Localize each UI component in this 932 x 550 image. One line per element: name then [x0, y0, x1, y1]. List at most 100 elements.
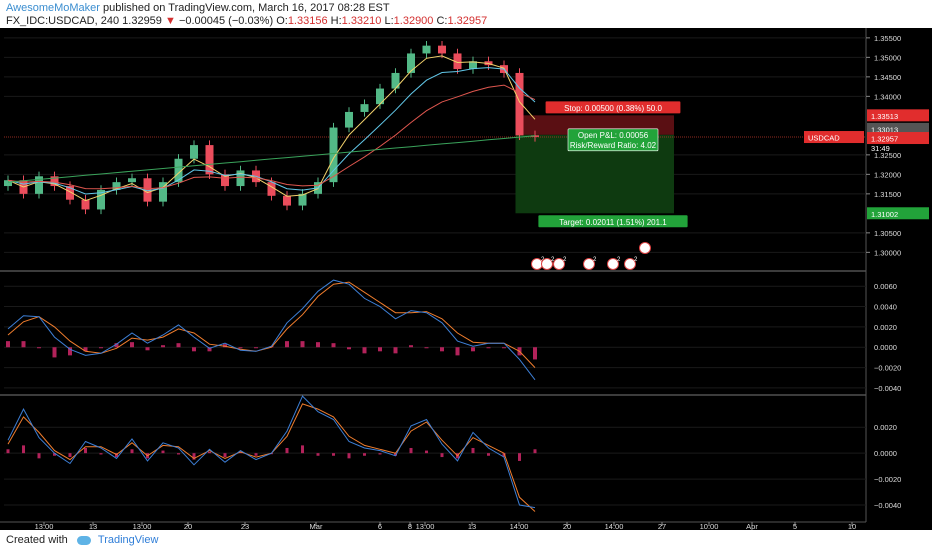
- candle-body: [35, 176, 43, 194]
- macd-histogram-bar: [99, 347, 103, 349]
- candle-body: [438, 45, 446, 54]
- risk-reward-label: Risk/Reward Ratio: 4.02: [570, 141, 657, 150]
- symbol-tag: USDCAD: [808, 134, 840, 143]
- candle-body: [329, 127, 338, 183]
- osc-histogram-bar: [502, 453, 506, 458]
- time-tick-label: 14:00: [510, 522, 529, 530]
- macd-histogram-bar: [440, 347, 444, 352]
- price-change: −0.00045 (−0.03%): [178, 15, 274, 27]
- candle-body: [50, 176, 59, 187]
- footer: Created with TradingView: [0, 530, 932, 550]
- macd-line: [7, 279, 536, 381]
- candle-body: [4, 180, 12, 187]
- candle-body: [407, 53, 415, 73]
- time-tick-label: 10: [848, 522, 856, 530]
- macd-histogram-bar: [6, 341, 10, 348]
- candle-body: [422, 45, 431, 54]
- osc-histogram-bar: [378, 453, 382, 455]
- author-link[interactable]: AwesomeMoMaker: [6, 2, 100, 14]
- candle-body: [515, 72, 524, 136]
- osc-histogram-bar: [239, 451, 242, 454]
- open-label: O:: [276, 15, 288, 27]
- time-tick-label: 14:00: [605, 522, 624, 530]
- entry-price-tag-bg: [867, 122, 929, 135]
- candle-body: [112, 182, 121, 190]
- open-pl-label: Open P&L: 0.00056: [578, 131, 649, 140]
- macd-tick-label: −0.0020: [874, 364, 901, 373]
- osc-histogram-bar: [394, 453, 397, 456]
- macd-histogram-bar: [145, 347, 150, 351]
- macd-histogram-bar: [409, 345, 413, 348]
- chart-header: AwesomeMoMaker published on TradingView.…: [0, 0, 932, 28]
- price-tick-label: 1.31500: [874, 190, 901, 199]
- candle-body: [97, 189, 105, 210]
- macd-histogram-bar: [378, 347, 382, 352]
- time-tick-label: 8: [408, 522, 412, 530]
- macd-histogram-bar: [347, 347, 351, 350]
- stop-price-tag-bg: [867, 109, 929, 122]
- stop-label-bg: [545, 101, 681, 114]
- macd-histogram-bar: [21, 341, 26, 348]
- event-badge-count: 2: [563, 257, 567, 263]
- ema-mid-line: [7, 67, 536, 195]
- macd-histogram-bar: [37, 347, 41, 349]
- close-label: C:: [436, 15, 448, 27]
- high-label: H:: [330, 15, 342, 27]
- published-text: published on TradingView.com, March 16, …: [103, 2, 390, 14]
- osc-histogram-bar: [487, 453, 490, 456]
- candle-body: [66, 186, 74, 200]
- candle-body: [283, 195, 291, 206]
- countdown-label: 31:49: [871, 144, 890, 153]
- candle-body: [376, 88, 384, 105]
- osc-tick-label: −0.0020: [874, 475, 901, 484]
- macd-histogram-bar: [362, 347, 367, 354]
- macd-tick-label: 0.0040: [874, 303, 897, 312]
- candle-body: [190, 145, 198, 159]
- ema-slow-line: [7, 84, 536, 190]
- time-tick-label: 20: [563, 522, 571, 530]
- low-label: L:: [384, 15, 394, 27]
- time-tick-label: 20: [184, 522, 192, 530]
- last-price: 1.32959: [122, 15, 162, 27]
- osc-histogram-bar: [37, 453, 41, 459]
- macd-histogram-bar: [254, 347, 258, 349]
- time-tick-label: 27: [658, 522, 666, 530]
- macd-tick-label: 0.0000: [874, 343, 897, 352]
- ohlc-line: FX_IDC:USDCAD, 240 1.32959 ▼ −0.00045 (−…: [6, 15, 487, 27]
- osc-histogram-bar: [332, 453, 335, 456]
- chart-canvas[interactable]: 1.35500 1.35000 1.34500 1.34000 1.32500 1.320…: [0, 28, 932, 530]
- osc-histogram-bar: [363, 453, 366, 456]
- osc-histogram-bar: [409, 447, 413, 454]
- macd-histogram-bar: [285, 341, 289, 348]
- osc-tick-label: 0.0000: [874, 449, 897, 458]
- time-tick-label: 13: [89, 522, 97, 530]
- macd-histogram-bar: [316, 342, 320, 348]
- open-value: 1.33156: [287, 15, 328, 27]
- created-with-text: Created with: [6, 534, 68, 546]
- candle-body: [128, 178, 136, 183]
- macd-histogram-bar: [424, 347, 429, 349]
- stop-price-tag: 1.33513: [871, 112, 898, 121]
- low-value: 1.32900: [393, 15, 434, 27]
- osc-slow-line: [7, 403, 536, 512]
- event-badge-icon: [639, 242, 651, 254]
- tradingview-logo-icon: [76, 535, 91, 545]
- time-tick-label: 5: [793, 522, 797, 530]
- target-price-tag: 1.31002: [871, 210, 898, 219]
- event-badge-icon: [624, 258, 636, 270]
- tradingview-link[interactable]: TradingView: [97, 534, 159, 546]
- osc-histogram-bar: [177, 453, 180, 455]
- macd-histogram-bar: [83, 347, 88, 352]
- candle-body: [453, 53, 462, 70]
- close-value: 1.32957: [447, 15, 488, 27]
- osc-histogram-bar: [130, 449, 134, 454]
- time-tick-label: Mar: [310, 522, 323, 530]
- macd-histogram-bar: [192, 347, 196, 352]
- time-tick-label: 13:00: [416, 522, 435, 530]
- price-tick-label: 1.35000: [874, 53, 901, 62]
- time-tick-label: 10:00: [700, 522, 719, 530]
- osc-histogram-bar: [84, 447, 87, 454]
- macd-histogram-bar: [161, 345, 165, 348]
- macd-histogram-bar: [331, 343, 336, 348]
- macd-tick-label: 0.0020: [874, 323, 897, 332]
